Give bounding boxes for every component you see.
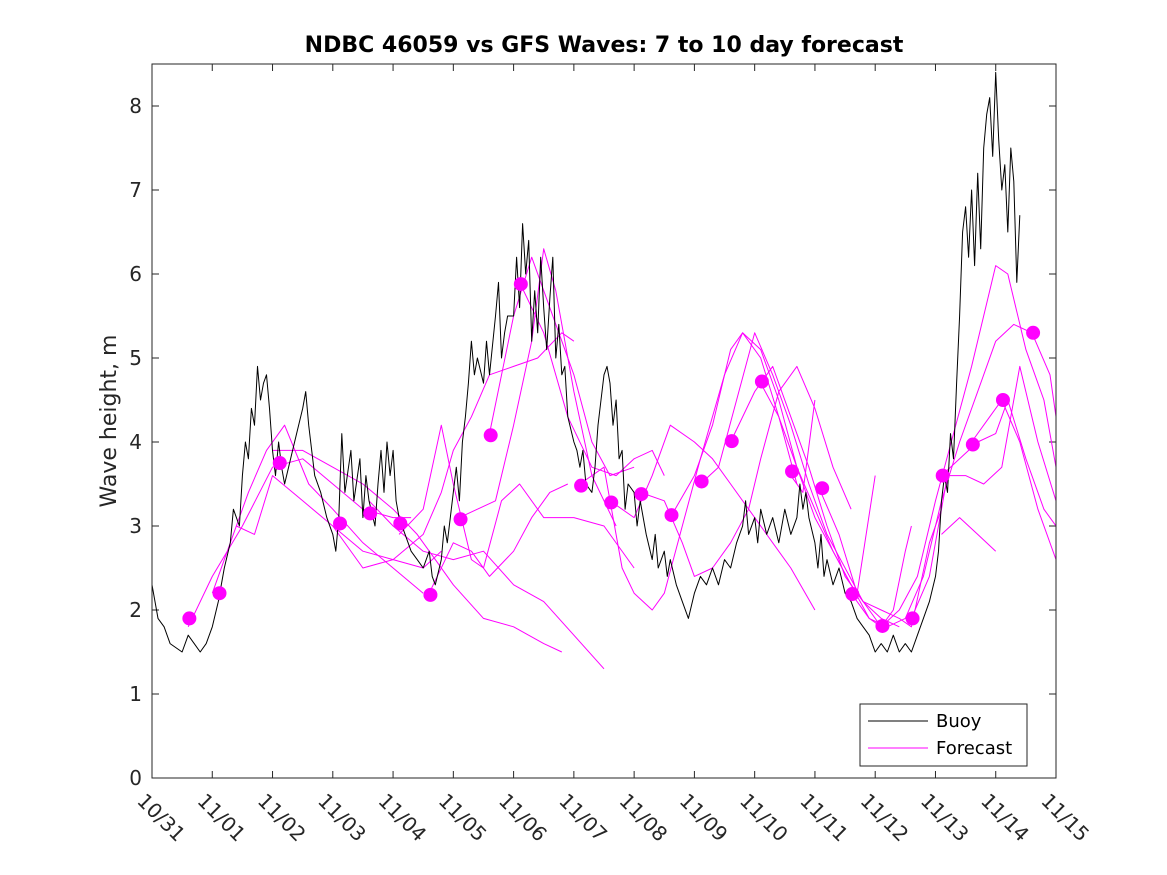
plot-area — [152, 64, 1056, 778]
forecast-marker-point — [905, 611, 920, 626]
forecast-marker-point — [965, 437, 980, 452]
forecast-marker-point — [754, 374, 769, 389]
chart-title: NDBC 46059 vs GFS Waves: 7 to 10 day for… — [305, 33, 904, 58]
forecast-marker-point — [1026, 325, 1041, 340]
forecast-marker-point — [333, 516, 348, 531]
y-axis-label: Wave height, m — [97, 335, 122, 508]
forecast-series-line — [489, 256, 635, 477]
forecast-marker-point — [995, 393, 1010, 407]
legend-box — [859, 703, 1028, 767]
forecast-series-line — [760, 382, 912, 628]
forecast-marker-point — [272, 456, 287, 470]
y-tick-label: 5 — [129, 346, 142, 370]
forecast-series-line — [368, 500, 605, 670]
y-axis-ticks: 0 1 2 3 4 5 6 7 8 — [129, 94, 1056, 790]
forecast-marker-point — [664, 508, 679, 523]
forecast-series-line — [730, 365, 942, 628]
forecast-series-line — [640, 365, 852, 577]
legend: Buoy Forecast — [859, 703, 1028, 767]
y-tick-label: 4 — [129, 430, 142, 454]
plot-frame — [151, 63, 1057, 779]
forecast-marker-point — [513, 277, 528, 292]
series-layer — [152, 71, 1056, 670]
forecast-marker-point — [724, 434, 739, 449]
y-tick-label: 8 — [129, 94, 142, 118]
forecast-series-line — [398, 424, 635, 569]
forecast-series-line — [910, 365, 1056, 619]
legend-buoy-label: Buoy — [936, 711, 982, 732]
forecast-marker-point — [815, 481, 830, 496]
forecast-marker-point — [935, 468, 950, 483]
forecast-series-line — [459, 248, 617, 527]
forecast-marker-point — [393, 516, 408, 531]
forecast-series-line — [941, 517, 997, 552]
forecast-markers — [182, 277, 1041, 633]
legend-forecast-label: Forecast — [936, 738, 1012, 759]
forecast-marker-point — [845, 587, 860, 602]
forecast-series-line — [332, 332, 575, 569]
forecast-series-line — [880, 265, 1056, 628]
forecast-marker-point — [634, 487, 649, 502]
forecast-series-line — [820, 475, 876, 594]
forecast-marker-point — [453, 512, 468, 527]
forecast-marker-point — [694, 474, 709, 489]
forecast-series-line — [700, 332, 900, 628]
forecast-marker-point — [182, 611, 197, 626]
forecast-marker-point — [212, 586, 227, 601]
forecast-marker-point — [574, 478, 589, 493]
forecast-marker-point — [875, 618, 890, 633]
forecast-marker-point — [604, 495, 619, 510]
forecast-series-line — [519, 282, 665, 477]
y-tick-label: 3 — [129, 514, 142, 538]
forecast-series-line — [579, 332, 798, 611]
forecast-series-line — [790, 399, 816, 493]
y-tick-label: 0 — [129, 766, 142, 790]
forecast-marker-point — [785, 464, 800, 479]
forecast-series-line — [971, 399, 1056, 560]
y-tick-label: 1 — [129, 682, 142, 706]
forecast-series-line — [428, 483, 569, 594]
forecast-marker-point — [423, 587, 438, 602]
y-tick-label: 6 — [129, 262, 142, 286]
forecast-series-line — [272, 449, 563, 653]
forecast-series-line — [941, 399, 1056, 527]
y-tick-label: 2 — [129, 598, 142, 622]
forecast-marker-point — [363, 506, 378, 521]
forecast-marker-point — [483, 428, 498, 443]
y-tick-label: 7 — [129, 178, 142, 202]
buoy-series-line — [152, 71, 1021, 653]
